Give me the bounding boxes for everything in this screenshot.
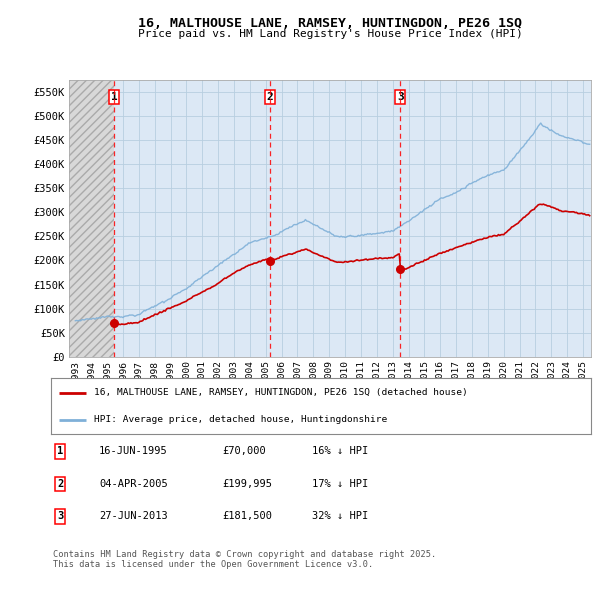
Text: 27-JUN-2013: 27-JUN-2013 <box>99 512 168 521</box>
Text: £199,995: £199,995 <box>222 479 272 489</box>
Text: 16-JUN-1995: 16-JUN-1995 <box>99 447 168 456</box>
Text: 3: 3 <box>397 92 404 102</box>
Text: 16% ↓ HPI: 16% ↓ HPI <box>312 447 368 456</box>
Text: 3: 3 <box>57 512 63 521</box>
Text: Contains HM Land Registry data © Crown copyright and database right 2025.
This d: Contains HM Land Registry data © Crown c… <box>53 550 436 569</box>
Bar <box>69 80 115 357</box>
Text: 1: 1 <box>57 447 63 456</box>
Text: Price paid vs. HM Land Registry's House Price Index (HPI): Price paid vs. HM Land Registry's House … <box>137 29 523 39</box>
Text: 1: 1 <box>111 92 118 102</box>
Text: 17% ↓ HPI: 17% ↓ HPI <box>312 479 368 489</box>
Text: 16, MALTHOUSE LANE, RAMSEY, HUNTINGDON, PE26 1SQ (detached house): 16, MALTHOUSE LANE, RAMSEY, HUNTINGDON, … <box>94 388 468 397</box>
Text: 2: 2 <box>57 479 63 489</box>
Text: 16, MALTHOUSE LANE, RAMSEY, HUNTINGDON, PE26 1SQ: 16, MALTHOUSE LANE, RAMSEY, HUNTINGDON, … <box>138 17 522 30</box>
Text: £181,500: £181,500 <box>222 512 272 521</box>
Text: 04-APR-2005: 04-APR-2005 <box>99 479 168 489</box>
Text: £70,000: £70,000 <box>222 447 266 456</box>
Text: 32% ↓ HPI: 32% ↓ HPI <box>312 512 368 521</box>
Text: 2: 2 <box>266 92 273 102</box>
Text: HPI: Average price, detached house, Huntingdonshire: HPI: Average price, detached house, Hunt… <box>94 415 388 424</box>
